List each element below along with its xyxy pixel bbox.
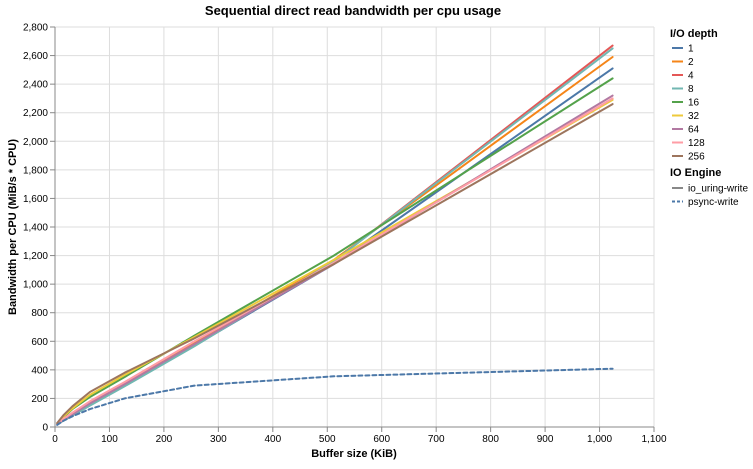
legend-label: 64 [688, 125, 700, 136]
y-tick-label: 2,800 [23, 23, 48, 34]
legend-color-title: I/O depth [670, 28, 718, 40]
y-tick-label: 2,400 [23, 80, 48, 91]
legend-label: io_uring-write [688, 184, 748, 195]
legend-item-depth-4: 4 [672, 71, 694, 82]
y-tick-label: 2,600 [23, 51, 48, 62]
series-line-32 [56, 98, 614, 425]
series-line-256 [56, 103, 614, 424]
series-line-psync [56, 367, 614, 426]
y-tick-label: 200 [31, 394, 48, 405]
axis-layer: 0 100 200 300 400 500 600 700 800 900 1,000 1,100 0 2… [23, 23, 667, 446]
legend-item-depth-256: 256 [672, 152, 705, 163]
x-tick-label: 800 [482, 434, 499, 445]
legend-label: 128 [688, 138, 705, 149]
y-tick-label: 2,000 [23, 137, 48, 148]
legend-item-engine-psync-write: psync-write [672, 197, 739, 208]
legend-item-depth-32: 32 [672, 111, 700, 122]
y-tick-label: 1,200 [23, 251, 48, 262]
x-tick-label: 900 [537, 434, 554, 445]
legend-label: 32 [688, 111, 700, 122]
legend-label: 8 [688, 84, 694, 95]
x-tick-label: 500 [319, 434, 336, 445]
y-tick-label: 600 [31, 337, 48, 348]
legend-item-depth-64: 64 [672, 125, 700, 136]
y-axis-title: Bandwidth per CPU (MiB/s * CPU) [7, 139, 19, 315]
y-tick-label: 1,400 [23, 223, 48, 234]
x-tick-label: 600 [373, 434, 390, 445]
x-tick-label: 0 [52, 434, 58, 445]
legend-label: 256 [688, 152, 705, 163]
x-tick-label: 1,100 [641, 434, 666, 445]
x-tick-label: 100 [101, 434, 118, 445]
legend-item-depth-8: 8 [672, 84, 694, 95]
legend-label: 4 [688, 71, 694, 82]
legend-item-depth-1: 1 [672, 44, 694, 55]
legend-label: 1 [688, 44, 694, 55]
legend-dash-title: IO Engine [670, 167, 721, 179]
x-tick-label: 300 [210, 434, 227, 445]
chart-title: Sequential direct read bandwidth per cpu… [205, 3, 501, 18]
legend-item-depth-16: 16 [672, 98, 700, 109]
legend-item-depth-2: 2 [672, 57, 694, 68]
x-tick-label: 1,000 [587, 434, 612, 445]
series-layer [56, 44, 614, 426]
legend-item-engine-io_uring-write: io_uring-write [672, 184, 748, 195]
x-tick-label: 200 [156, 434, 173, 445]
grid-layer [54, 26, 655, 428]
x-tick-label: 700 [428, 434, 445, 445]
legend-item-depth-128: 128 [672, 138, 705, 149]
legend-dash-items: io_uring-write psync-write [672, 184, 748, 208]
legend: I/O depth 1 2 4 8 16 32 64 128 256 IO Engine io_… [670, 28, 748, 208]
y-tick-label: 1,600 [23, 194, 48, 205]
legend-label: 16 [688, 98, 700, 109]
y-tick-label: 800 [31, 308, 48, 319]
legend-color-items: 1 2 4 8 16 32 64 128 256 [672, 44, 705, 163]
y-tick-label: 0 [42, 423, 48, 434]
y-tick-label: 1,800 [23, 165, 48, 176]
y-tick-label: 1,000 [23, 280, 48, 291]
legend-label: 2 [688, 57, 694, 68]
legend-label: psync-write [688, 197, 739, 208]
x-tick-label: 400 [264, 434, 281, 445]
y-tick-label: 2,200 [23, 108, 48, 119]
x-axis-title: Buffer size (KiB) [311, 448, 397, 460]
y-tick-label: 400 [31, 365, 48, 376]
